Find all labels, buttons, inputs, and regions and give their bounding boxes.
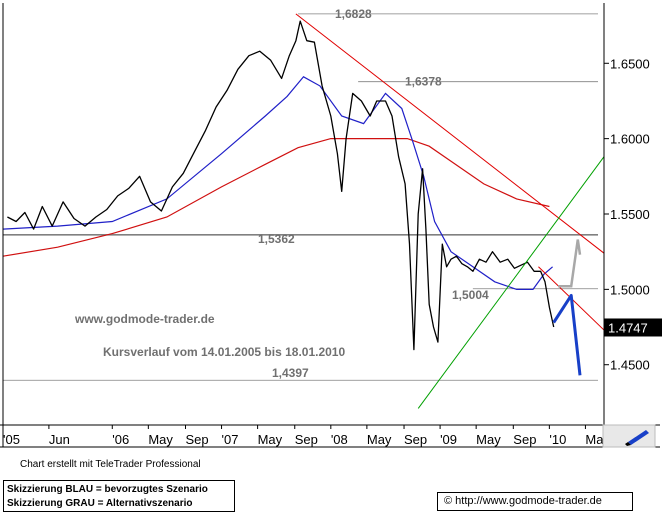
blue-scenario-line [552, 293, 582, 376]
y-tick-label: 1.6000 [610, 132, 650, 147]
footer-credit: Chart erstellt mit TeleTrader Profession… [20, 459, 201, 470]
x-tick-label: '05 [3, 432, 20, 447]
x-tick-label: Sep [404, 432, 427, 447]
x-tick-label: May [476, 432, 501, 447]
green-trendline [417, 156, 605, 409]
x-tick-label: May [367, 432, 392, 447]
level-label: 1,5004 [452, 288, 489, 302]
x-tick-label: Jun [49, 432, 70, 447]
x-tick-label: '07 [222, 432, 239, 447]
watermark: www.godmode-trader.de [74, 312, 215, 326]
legend-blue-text: Skizzierung BLAU = bevorzugtes Szenario [7, 484, 208, 495]
x-tick-label: Sep [513, 432, 536, 447]
last-price-box [604, 318, 662, 337]
y-tick-label: 1.5000 [610, 282, 650, 297]
level-label: 1,6378 [405, 75, 442, 89]
x-tick-label: '08 [331, 432, 348, 447]
x-tick-label: '09 [440, 432, 457, 447]
copyright-icon: © [444, 495, 453, 507]
gray-scenario-line [558, 239, 582, 288]
y-tick-label: 1.5500 [610, 207, 650, 222]
x-tick-label: '06 [112, 432, 129, 447]
y-tick-label: 1.6500 [610, 56, 650, 71]
toolbar-button[interactable] [602, 424, 656, 448]
red-moving-average [2, 138, 550, 257]
legend-gray-text: Skizzierung GRAU = Alternativszenario [7, 498, 193, 509]
pencil-chart-icon [625, 430, 649, 446]
blue-moving-average [2, 76, 553, 290]
x-tick-label: Sep [185, 432, 208, 447]
chart-title: Kursverlauf vom 14.01.2005 bis 18.01.201… [103, 345, 345, 359]
price-line [7, 20, 555, 351]
footer-url[interactable]: http://www.godmode-trader.de [455, 495, 602, 507]
red-trendline [295, 13, 605, 254]
level-label: 1,4397 [272, 366, 309, 380]
last-price-label: 1.4747 [608, 320, 648, 335]
y-tick-label: 1.4500 [610, 358, 650, 373]
x-tick-label: Sep [295, 432, 318, 447]
scenario-legend: Skizzierung BLAU = bevorzugtes Szenario … [3, 480, 235, 512]
x-tick-label: May [258, 432, 283, 447]
x-tick-label: '10 [549, 432, 566, 447]
x-tick-label: May [148, 432, 173, 447]
url-box[interactable]: © http://www.godmode-trader.de [437, 492, 633, 511]
level-label: 1,6828 [335, 7, 372, 21]
level-label: 1,5362 [258, 232, 295, 246]
